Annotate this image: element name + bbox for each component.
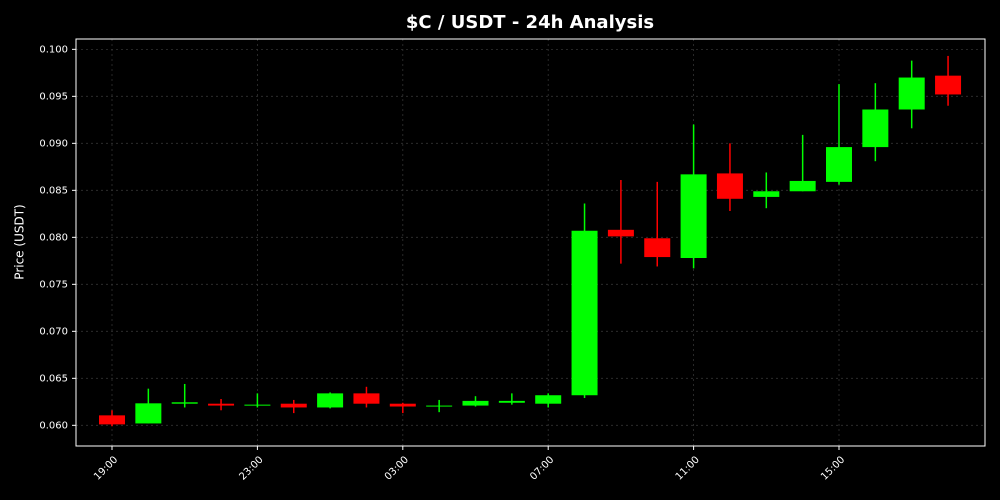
candle-body: [171, 402, 198, 404]
candle-body: [208, 403, 235, 406]
candle-body: [571, 230, 598, 396]
y-tick-label: 0.060: [39, 420, 68, 431]
y-tick-label: 0.080: [39, 232, 68, 243]
candle-body: [862, 109, 889, 148]
x-tick-label: 15:00: [819, 454, 847, 482]
candle-body: [789, 180, 816, 192]
candle-body: [498, 400, 525, 403]
candle-body: [607, 229, 634, 237]
candle-body: [680, 174, 707, 259]
x-tick-label: 03:00: [383, 454, 411, 482]
candle-body: [935, 75, 962, 95]
candle-body: [753, 191, 780, 197]
candle-body: [644, 238, 671, 258]
candle-body: [317, 393, 344, 408]
candle-body: [535, 395, 562, 404]
candle-body: [280, 403, 307, 408]
candle-body: [426, 405, 453, 407]
chart-title: $C / USDT - 24h Analysis: [406, 12, 654, 33]
x-tick-label: 19:00: [92, 454, 120, 482]
y-tick-label: 0.100: [39, 44, 68, 55]
y-tick-label: 0.070: [39, 326, 68, 337]
y-tick-label: 0.075: [39, 279, 68, 290]
candle-body: [716, 173, 743, 199]
y-tick-label: 0.090: [39, 138, 68, 149]
x-tick-label: 23:00: [237, 454, 265, 482]
x-tick-label: 07:00: [528, 454, 556, 482]
candle-body: [898, 77, 925, 110]
y-tick-label: 0.085: [39, 185, 68, 196]
y-axis-label: Price (USDT): [13, 204, 27, 279]
plot-frame: [75, 38, 986, 447]
candle-body: [826, 147, 852, 182]
candle-body: [244, 404, 271, 406]
candle-body: [99, 415, 125, 425]
candle-body: [135, 403, 162, 424]
candle-body: [462, 400, 489, 406]
candle-body: [353, 393, 380, 404]
y-tick-label: 0.065: [39, 373, 68, 384]
candle-body: [389, 403, 416, 407]
x-tick-label: 11:00: [674, 454, 702, 482]
y-tick-label: 0.095: [39, 91, 68, 102]
